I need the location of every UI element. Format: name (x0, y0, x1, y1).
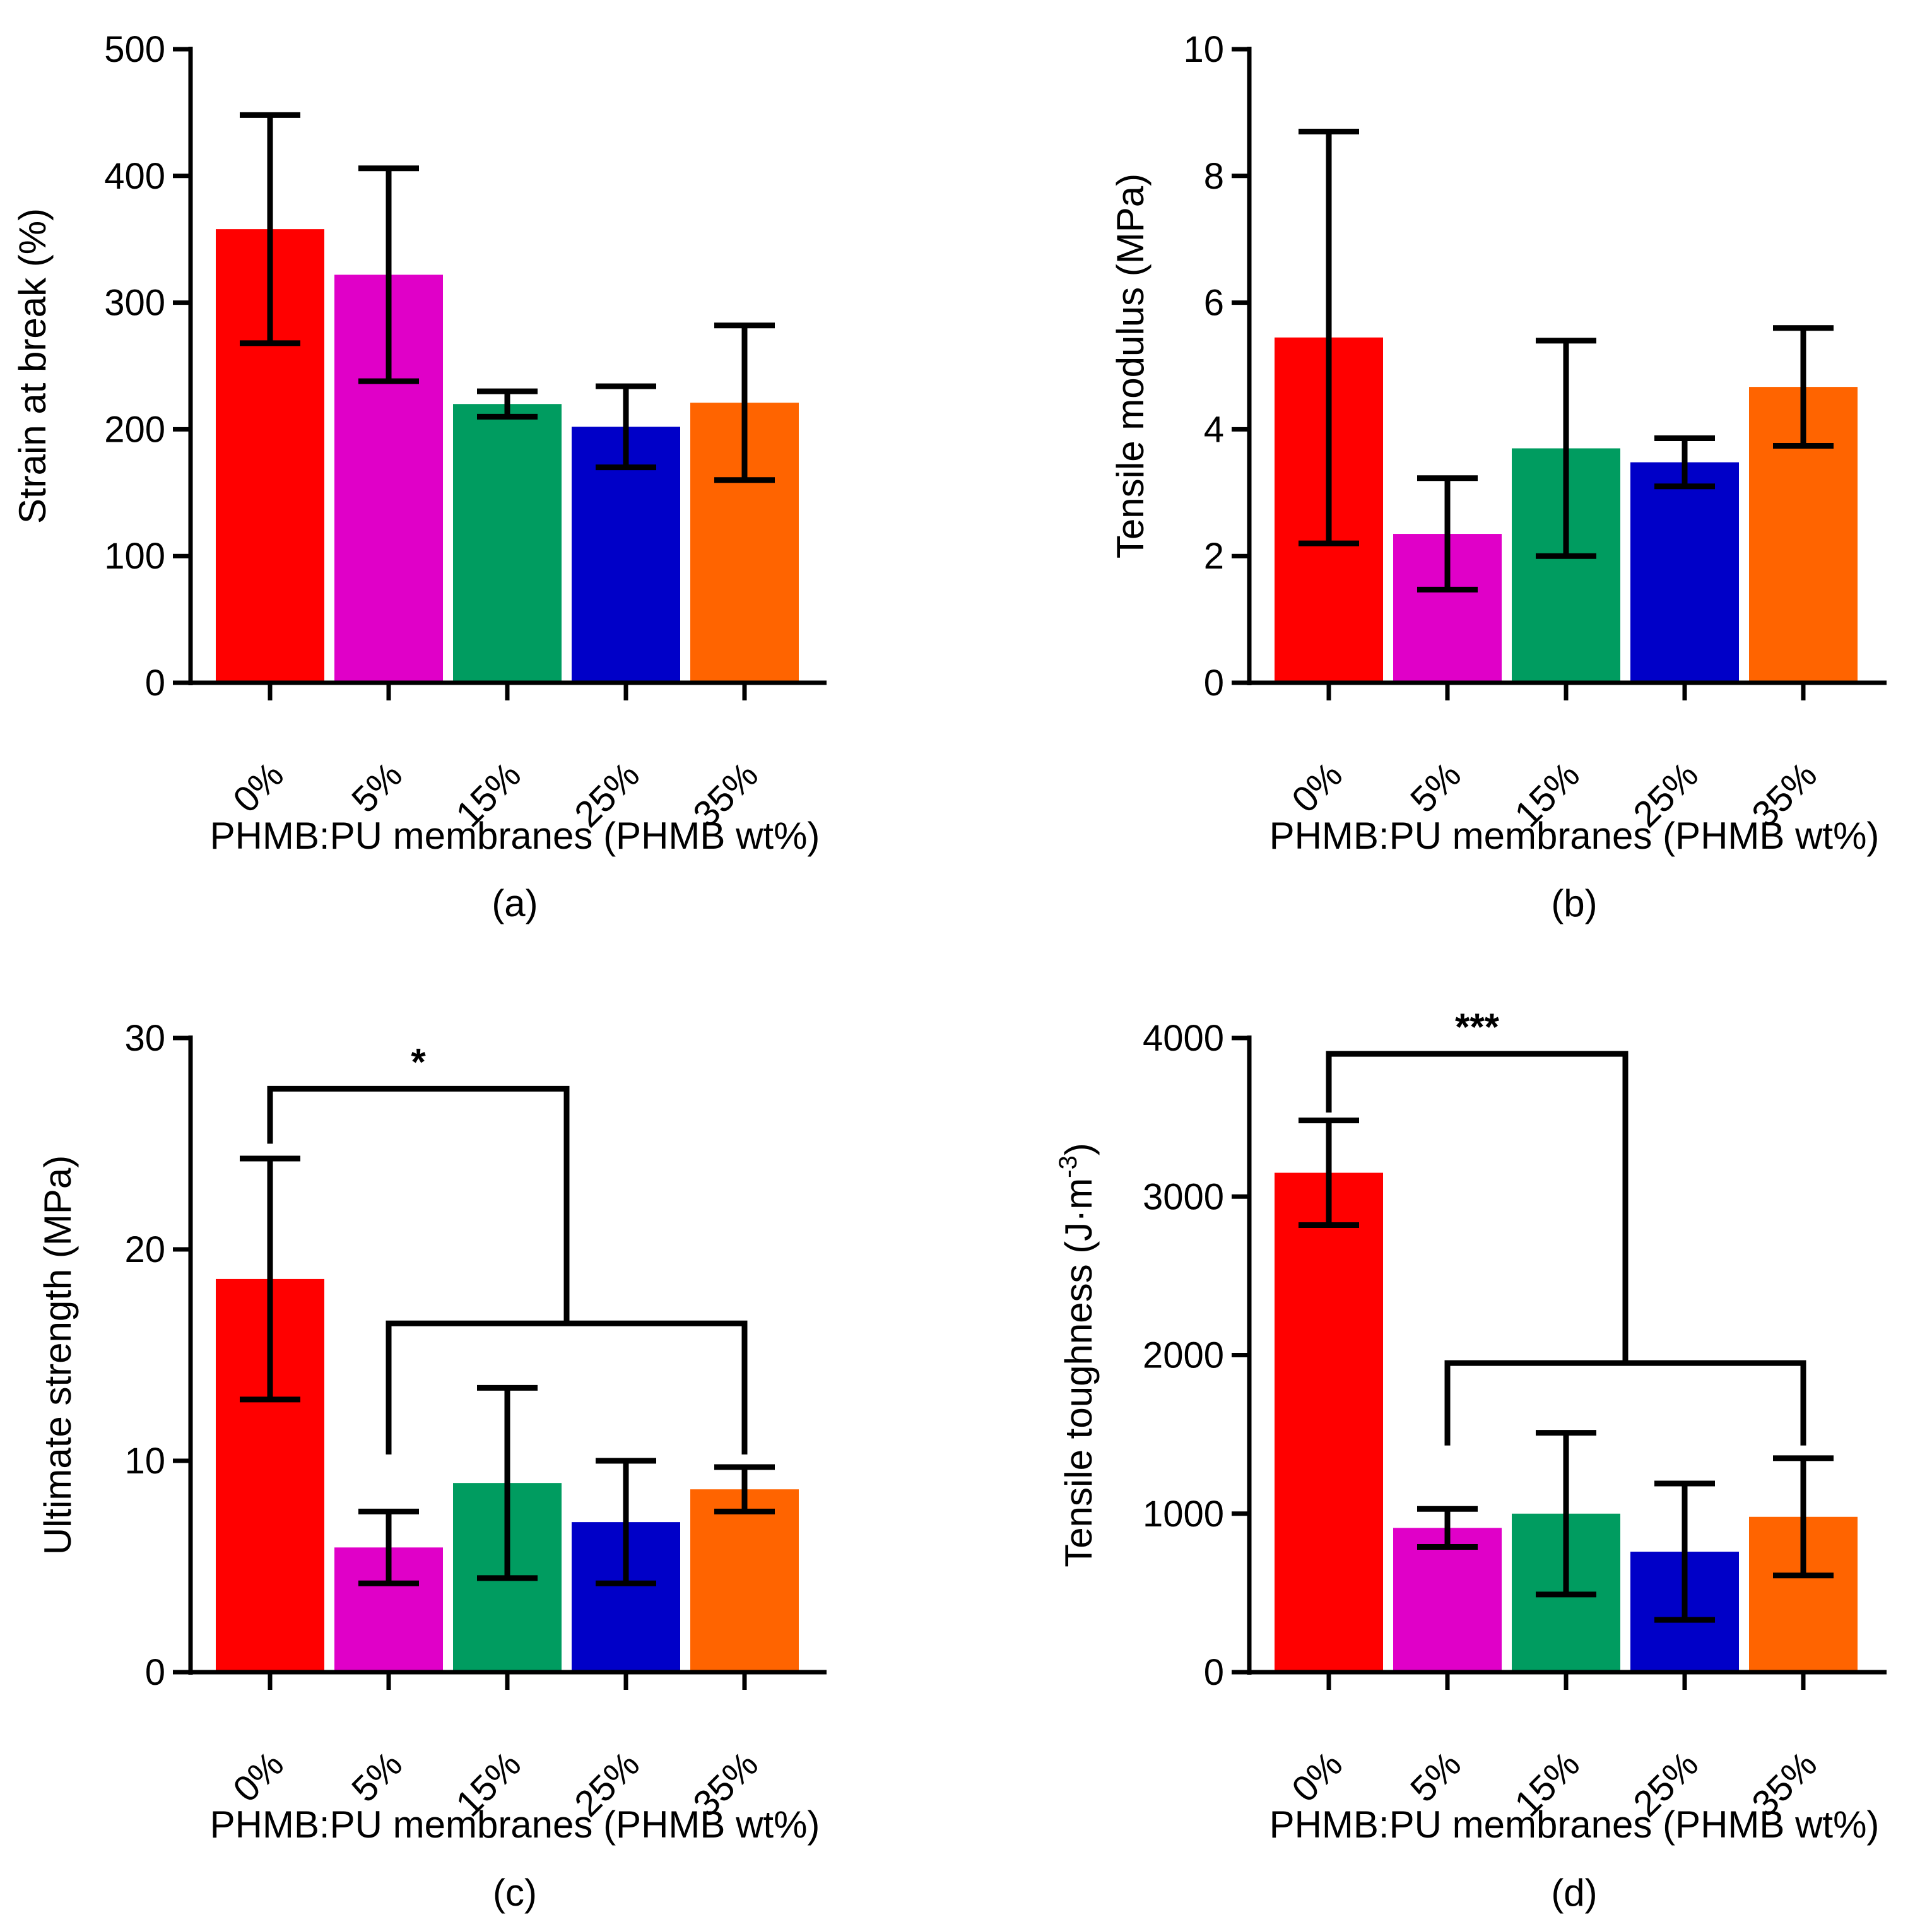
y-tick-label: 10 (1183, 29, 1224, 70)
error-bar-35pct (714, 1464, 775, 1514)
error-bar-15pct (1536, 338, 1596, 559)
y-tick-label: 8 (1204, 156, 1224, 197)
y-tick-label: 20 (124, 1229, 165, 1270)
x-tick-label: 0% (1284, 1743, 1350, 1810)
error-bar-5pct (1417, 475, 1478, 593)
error-bar-25pct (1654, 1480, 1715, 1623)
y-axis-title: Ultimate strength (MPa) (37, 1155, 79, 1555)
y-tick-label: 0 (1204, 663, 1224, 704)
error-bar-5pct (358, 1508, 419, 1586)
error-bar-5pct (358, 165, 419, 384)
x-tick-label: 0% (225, 1743, 292, 1810)
error-bar-0pct (240, 1155, 300, 1403)
y-axis-title: Tensile toughness (J·m-3) (1054, 1143, 1100, 1567)
error-bar-15pct (477, 1384, 538, 1581)
y-tick-label: 4000 (1143, 1018, 1224, 1059)
bar-35pct (690, 1489, 799, 1672)
x-axis-title: PHMB:PU membranes (PHMB wt%) (1269, 1803, 1880, 1846)
y-tick-label: 1000 (1143, 1494, 1224, 1535)
y-tick-label: 100 (104, 536, 165, 577)
y-tick-label: 200 (104, 409, 165, 450)
panel-label: (a) (492, 882, 538, 924)
y-tick-label: 400 (104, 156, 165, 197)
error-bar-0pct (240, 112, 300, 346)
significance-label: *** (1455, 1006, 1500, 1048)
error-bar-35pct (1773, 325, 1834, 449)
panel-label: (b) (1551, 882, 1597, 924)
bar-5pct (1393, 1528, 1502, 1672)
error-bar-35pct (714, 322, 775, 483)
panel-label: (c) (493, 1872, 537, 1914)
x-tick-label: 5% (1403, 1743, 1469, 1810)
x-axis-title: PHMB:PU membranes (PHMB wt%) (210, 1803, 820, 1846)
error-bar-15pct (1536, 1430, 1596, 1598)
x-tick-label: 5% (1403, 754, 1469, 820)
error-bar-25pct (596, 383, 656, 471)
significance-bracket: * (267, 1041, 748, 1454)
y-tick-label: 0 (1204, 1652, 1224, 1693)
bar-25pct (1630, 462, 1739, 683)
x-axis-title: PHMB:PU membranes (PHMB wt%) (210, 815, 820, 857)
y-tick-label: 10 (124, 1441, 165, 1482)
error-bar-0pct (1299, 1118, 1359, 1228)
y-tick-label: 30 (124, 1018, 165, 1059)
error-bar-25pct (596, 1458, 656, 1586)
bar-15pct (453, 404, 562, 683)
x-tick-label: 5% (344, 754, 410, 820)
y-tick-label: 4 (1204, 409, 1224, 450)
error-bar-25pct (1654, 435, 1715, 490)
x-tick-label: 0% (225, 754, 292, 820)
y-tick-label: 2 (1204, 536, 1224, 577)
y-tick-label: 300 (104, 283, 165, 324)
y-tick-label: 6 (1204, 283, 1224, 324)
significance-label: * (411, 1041, 426, 1083)
y-tick-label: 0 (145, 1652, 165, 1693)
y-axis-title: Tensile modulus (MPa) (1109, 174, 1152, 558)
y-tick-label: 2000 (1143, 1335, 1224, 1376)
error-bar-0pct (1299, 129, 1359, 546)
error-bar-5pct (1417, 1506, 1478, 1550)
y-tick-label: 500 (104, 29, 165, 70)
panel-label: (d) (1551, 1872, 1597, 1914)
y-tick-label: 3000 (1143, 1176, 1224, 1217)
bar-0pct (1275, 1172, 1383, 1672)
error-bar-15pct (477, 388, 538, 420)
error-bar-35pct (1773, 1455, 1834, 1579)
x-tick-label: 0% (1284, 754, 1350, 820)
significance-bracket: *** (1326, 1006, 1806, 1446)
x-axis-title: PHMB:PU membranes (PHMB wt%) (1269, 815, 1880, 857)
y-tick-label: 0 (145, 663, 165, 704)
y-axis-title: Strain at break (%) (11, 208, 54, 524)
x-tick-label: 5% (344, 1743, 410, 1810)
